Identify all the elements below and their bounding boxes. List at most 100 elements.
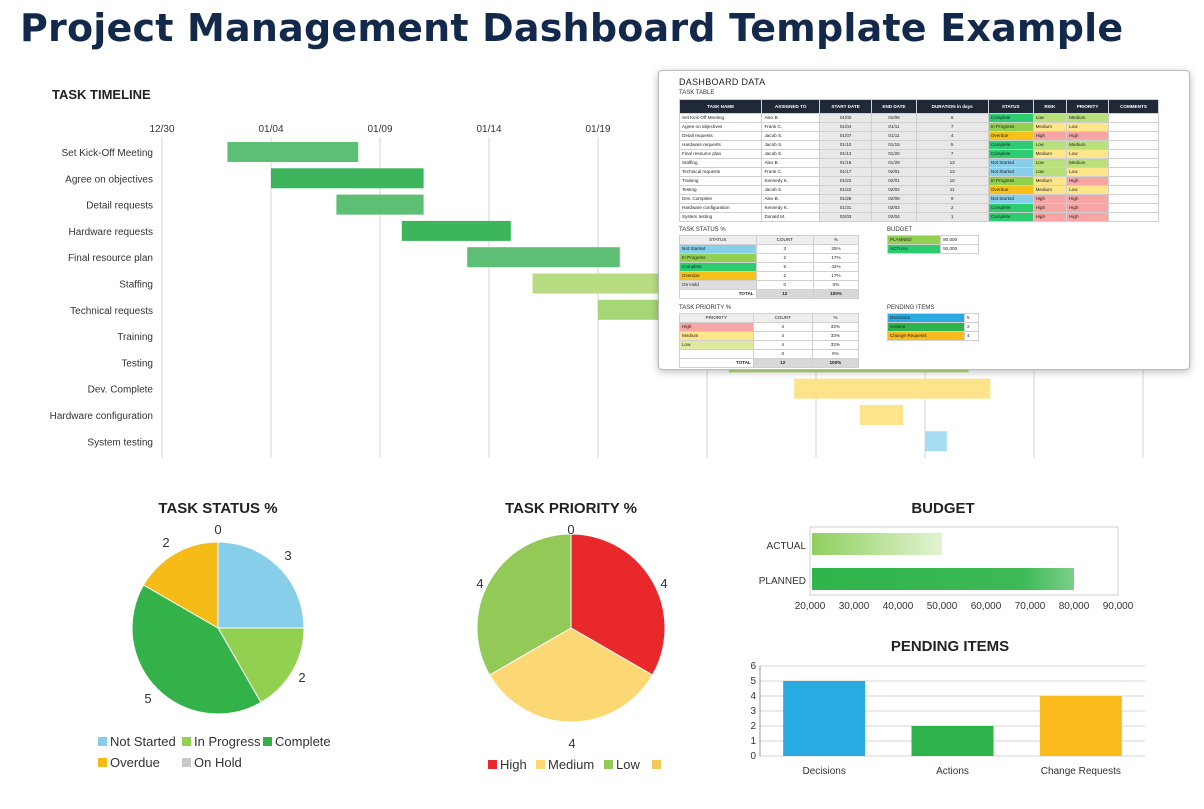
table-cell: Not Started <box>987 158 1034 168</box>
table-cell: Medium <box>679 331 754 341</box>
table-header-cell: COMMENTS <box>1108 99 1159 114</box>
table-cell: 11 <box>915 185 989 195</box>
table-cell: Low <box>1066 167 1109 177</box>
table-cell: Overdue <box>987 131 1034 141</box>
table-cell: 17% <box>812 253 860 263</box>
table-cell: High <box>1032 212 1068 222</box>
table-row: System testing Donald M. 02/03 02/04 1 Comple… <box>678 212 1159 222</box>
table-cell: Overdue <box>987 185 1034 195</box>
pie-value-label: 4 <box>476 576 483 591</box>
table-row: Actions 2 <box>886 322 979 332</box>
timeline-task-bar <box>336 194 424 215</box>
timeline-task-bar <box>401 220 511 241</box>
table-cell: Complete <box>987 149 1034 159</box>
table-row: In Progress 2 17% <box>679 253 860 263</box>
status-pie-slices <box>131 541 305 715</box>
table-cell: 33% <box>811 322 860 332</box>
budget-tick-label: 60,000 <box>971 601 1002 612</box>
table-cell: 33% <box>811 331 860 341</box>
table-cell: Medium <box>1032 122 1068 132</box>
table-row: Hardware configuration Kennedy K. 01/31 02/… <box>678 203 1159 213</box>
pending-bar <box>911 726 994 756</box>
pending-category-labels: Decisions Actions Change Requests <box>802 766 1120 777</box>
timeline-ticks: 12/30 01/04 01/09 01/14 01/19 <box>149 124 610 135</box>
table-cell: High <box>1032 203 1068 213</box>
table-cell: 12 <box>755 289 814 299</box>
table-cell: On Hold <box>679 280 757 290</box>
budget-plot-frame <box>809 526 1119 596</box>
pie-value-label: 0 <box>567 522 574 537</box>
table-cell: 01/20 <box>871 149 917 159</box>
pending-bar <box>783 681 866 756</box>
table-row: ACTUAL 50,000 <box>886 244 979 254</box>
table-cell: Complete <box>987 113 1034 123</box>
timeline-task-label: Dev. Complete <box>88 385 154 396</box>
table-cell: TOTAL <box>679 358 754 368</box>
table-cell: 01/08 <box>871 113 917 123</box>
table-header-cell: ASSIGNED TO <box>761 99 820 114</box>
pending-table-label: PENDING ITEMS <box>887 305 935 311</box>
table-cell <box>1108 131 1159 141</box>
table-row: Testing Jacob S. 01/22 02/02 11 Overdue Medium… <box>678 185 1159 195</box>
budget-tick-label: 70,000 <box>1015 601 1046 612</box>
budget-category-labels: ACTUAL PLANNED <box>759 541 807 587</box>
table-header-cell: % <box>811 313 860 323</box>
table-cell: Decisions <box>886 313 966 323</box>
budget-bar <box>812 533 942 555</box>
table-cell: 25% <box>812 244 860 254</box>
table-cell: 01/07 <box>818 131 873 141</box>
table-cell <box>1108 113 1159 123</box>
timeline-title: TASK TIMELINE <box>52 87 151 102</box>
table-cell <box>1108 185 1159 195</box>
table-cell: Complete <box>987 212 1034 222</box>
table-row: High 4 33% <box>679 322 860 332</box>
table-cell: 12 <box>752 358 813 368</box>
table-row: PRIORITY COUNT% <box>679 313 860 323</box>
table-cell: 7 <box>915 149 989 159</box>
timeline-task-label: Detail requests <box>86 201 153 212</box>
dashboard-data-panel: DASHBOARD DATA TASK TABLE TASK NAME ASSIG… <box>658 70 1190 370</box>
pending-items-bar-chart: PENDING ITEMS 0 1 2 3 4 5 6 Decisions Actions Ch… <box>750 638 1145 777</box>
table-row: TOTAL 12 100% <box>679 289 860 299</box>
table-cell: High <box>1066 203 1109 213</box>
table-row: Dev. Complete Alex B. 01/28 02/06 9 Not Start… <box>678 194 1159 204</box>
table-cell: Hardware requests <box>678 140 763 150</box>
table-cell: PLANNED <box>886 235 942 245</box>
table-cell: 2 <box>915 203 989 213</box>
table-row: Low 4 33% <box>679 340 860 350</box>
priority-pie-slices <box>476 533 666 723</box>
legend-swatch <box>536 760 545 769</box>
table-cell: 01/11 <box>871 131 917 141</box>
table-cell: Low <box>1032 167 1068 177</box>
priority-table: PRIORITY COUNT% High 4 33% Medium 4 33% Low 4 33% 0… <box>679 313 860 368</box>
table-cell: System testing <box>678 212 763 222</box>
table-cell: 01/13 <box>818 149 873 159</box>
timeline-task-label: Agree on objectives <box>65 174 153 185</box>
table-cell: 2 <box>755 253 814 263</box>
pending-tick-label: 5 <box>750 676 756 687</box>
legend-swatch <box>604 760 613 769</box>
table-cell: High <box>1032 194 1068 204</box>
table-header-cell: TASK NAME <box>678 99 763 114</box>
table-cell: 01/29 <box>871 158 917 168</box>
timeline-task-bar <box>794 378 991 399</box>
table-cell: Medium <box>1066 140 1109 150</box>
status-pie-labels: 3 2 5 2 0 <box>144 522 305 706</box>
table-cell: 01/04 <box>818 122 873 132</box>
table-cell: Not Started <box>987 167 1034 177</box>
table-cell <box>1108 158 1159 168</box>
budget-title: BUDGET <box>911 500 974 517</box>
page-title: Project Management Dashboard Template Ex… <box>20 6 1124 50</box>
table-cell: 02/01 <box>871 167 917 177</box>
budget-table: PLANNED 80,000 ACTUAL 50,000 <box>886 235 979 254</box>
budget-bar-chart: BUDGET ACTUAL PLANNED 20,000 30,000 40,000 5… <box>759 500 1134 612</box>
table-cell: 02/01 <box>871 176 917 186</box>
table-cell: In Progress <box>987 176 1034 186</box>
pending-bar <box>1039 696 1122 756</box>
timeline-task-labels: Set Kick-Off Meeting Agree on objectives D… <box>50 148 154 448</box>
table-cell <box>1108 203 1159 213</box>
table-header-cell: % <box>812 235 860 245</box>
legend-swatch <box>182 758 191 767</box>
table-row: STATUS COUNT% <box>679 235 860 245</box>
table-cell: 4 <box>752 331 813 341</box>
